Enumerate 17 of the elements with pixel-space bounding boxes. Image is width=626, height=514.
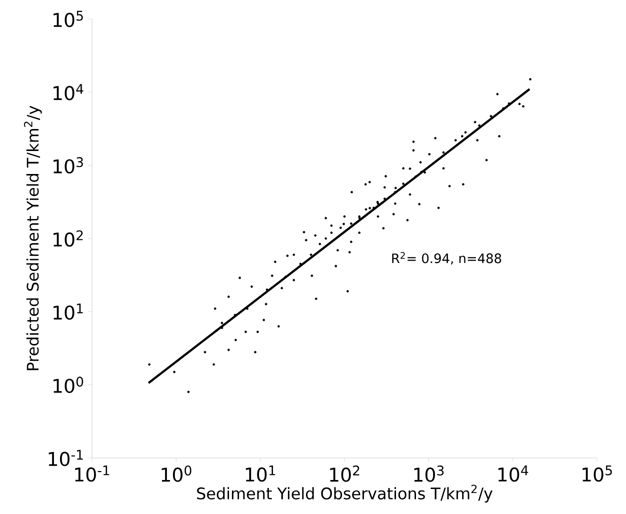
x-tick-label: 10$^{0}$ (162, 466, 192, 482)
y-tick-label: 10$^{5}$ (54, 10, 83, 28)
x-tick-label: 10$^{-1}$ (75, 466, 110, 482)
annotation: R$^{2}$= 0.94, n=488 (392, 252, 502, 265)
x-tick-label: 10$^{5}$ (582, 466, 612, 482)
y-tick-label: 10$^{2}$ (54, 230, 83, 247)
x-tick-label: 10$^{2}$ (330, 466, 360, 482)
y-tick-label: 10$^{-1}$ (48, 450, 83, 466)
y-tick-label: 10$^{3}$ (54, 157, 83, 174)
x-tick-label: 10$^{3}$ (414, 466, 444, 482)
y-tick-label: 10$^{0}$ (54, 376, 84, 394)
y-tick-label: 10$^{1}$ (54, 304, 83, 320)
x-tick-label: 10$^{4}$ (498, 466, 528, 482)
x-tick-label: 10$^{1}$ (246, 466, 276, 482)
y-tick-label: 10$^{4}$ (54, 84, 84, 100)
x-axis-title: Sediment Yield Observations T/km$^{2}$/y (197, 484, 492, 503)
y-axis-title: Predicted Sediment Yield T/km$^{2}$/y (24, 106, 42, 370)
